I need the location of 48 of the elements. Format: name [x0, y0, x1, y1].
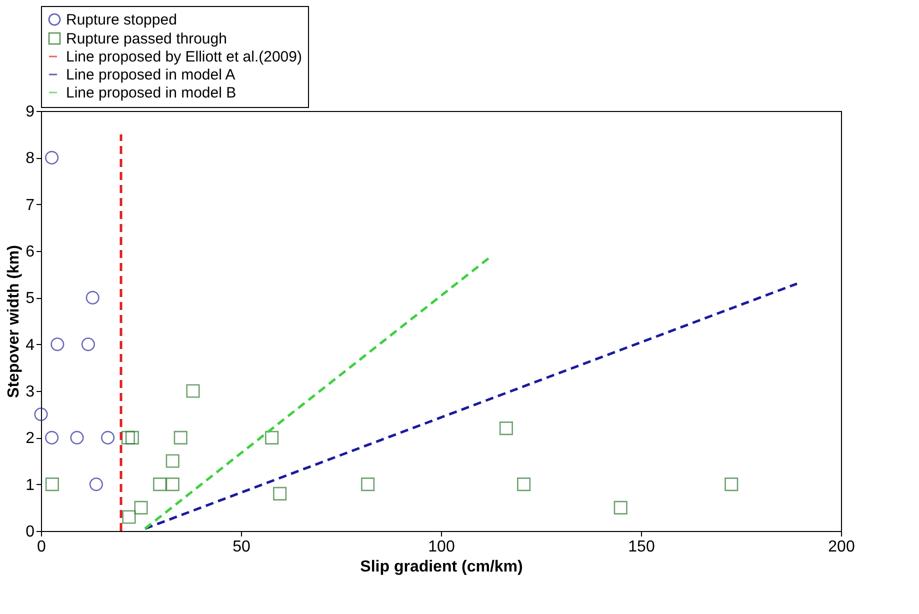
y-tick-label: 7	[26, 196, 35, 214]
legend-label: Rupture stopped	[66, 12, 177, 28]
point	[724, 478, 738, 492]
point	[174, 430, 188, 444]
y-tick-label: 9	[26, 104, 35, 120]
legend-label: Rupture passed through	[66, 30, 227, 48]
point	[86, 290, 100, 304]
point	[34, 408, 48, 422]
y-tick-label: 6	[26, 244, 35, 260]
point	[70, 430, 84, 444]
x-tick-label: 0	[37, 538, 46, 556]
point	[45, 150, 59, 164]
y-tick-label: 2	[26, 430, 35, 448]
y-tick-label: 3	[26, 384, 35, 400]
point	[273, 486, 287, 500]
y-axis-title: Stepover width (km)	[6, 245, 23, 398]
point	[45, 430, 59, 444]
point	[50, 338, 64, 352]
x-tick-label: 100	[428, 538, 455, 556]
y-tick-label: 1	[26, 476, 35, 494]
x-axis-title: Slip gradient (cm/km)	[360, 558, 523, 576]
x-tick-label: 200	[828, 538, 855, 556]
y-tick-label: 8	[26, 150, 35, 168]
point	[81, 338, 95, 352]
point	[166, 454, 180, 468]
point	[499, 422, 513, 436]
point	[125, 430, 139, 444]
y-tick-label: 5	[26, 290, 35, 308]
point	[121, 430, 135, 444]
y-tick-label: 0	[26, 524, 35, 540]
x-tick-label: 150	[628, 538, 655, 556]
point	[134, 500, 148, 514]
legend-label: Line proposed in model B	[66, 84, 236, 102]
point	[265, 430, 279, 444]
x-tick-label: 50	[232, 538, 250, 556]
point	[122, 510, 136, 524]
legend-label: Line proposed by Elliott et al.(2009)	[66, 48, 302, 66]
point	[361, 478, 375, 492]
point	[153, 478, 167, 492]
point	[517, 478, 531, 492]
point	[45, 478, 59, 492]
point	[166, 478, 180, 492]
legend-label: Line proposed in model A	[66, 66, 236, 84]
point	[89, 478, 103, 492]
point	[186, 384, 200, 398]
y-tick-label: 4	[26, 336, 35, 354]
point	[101, 430, 115, 444]
point	[614, 500, 628, 514]
